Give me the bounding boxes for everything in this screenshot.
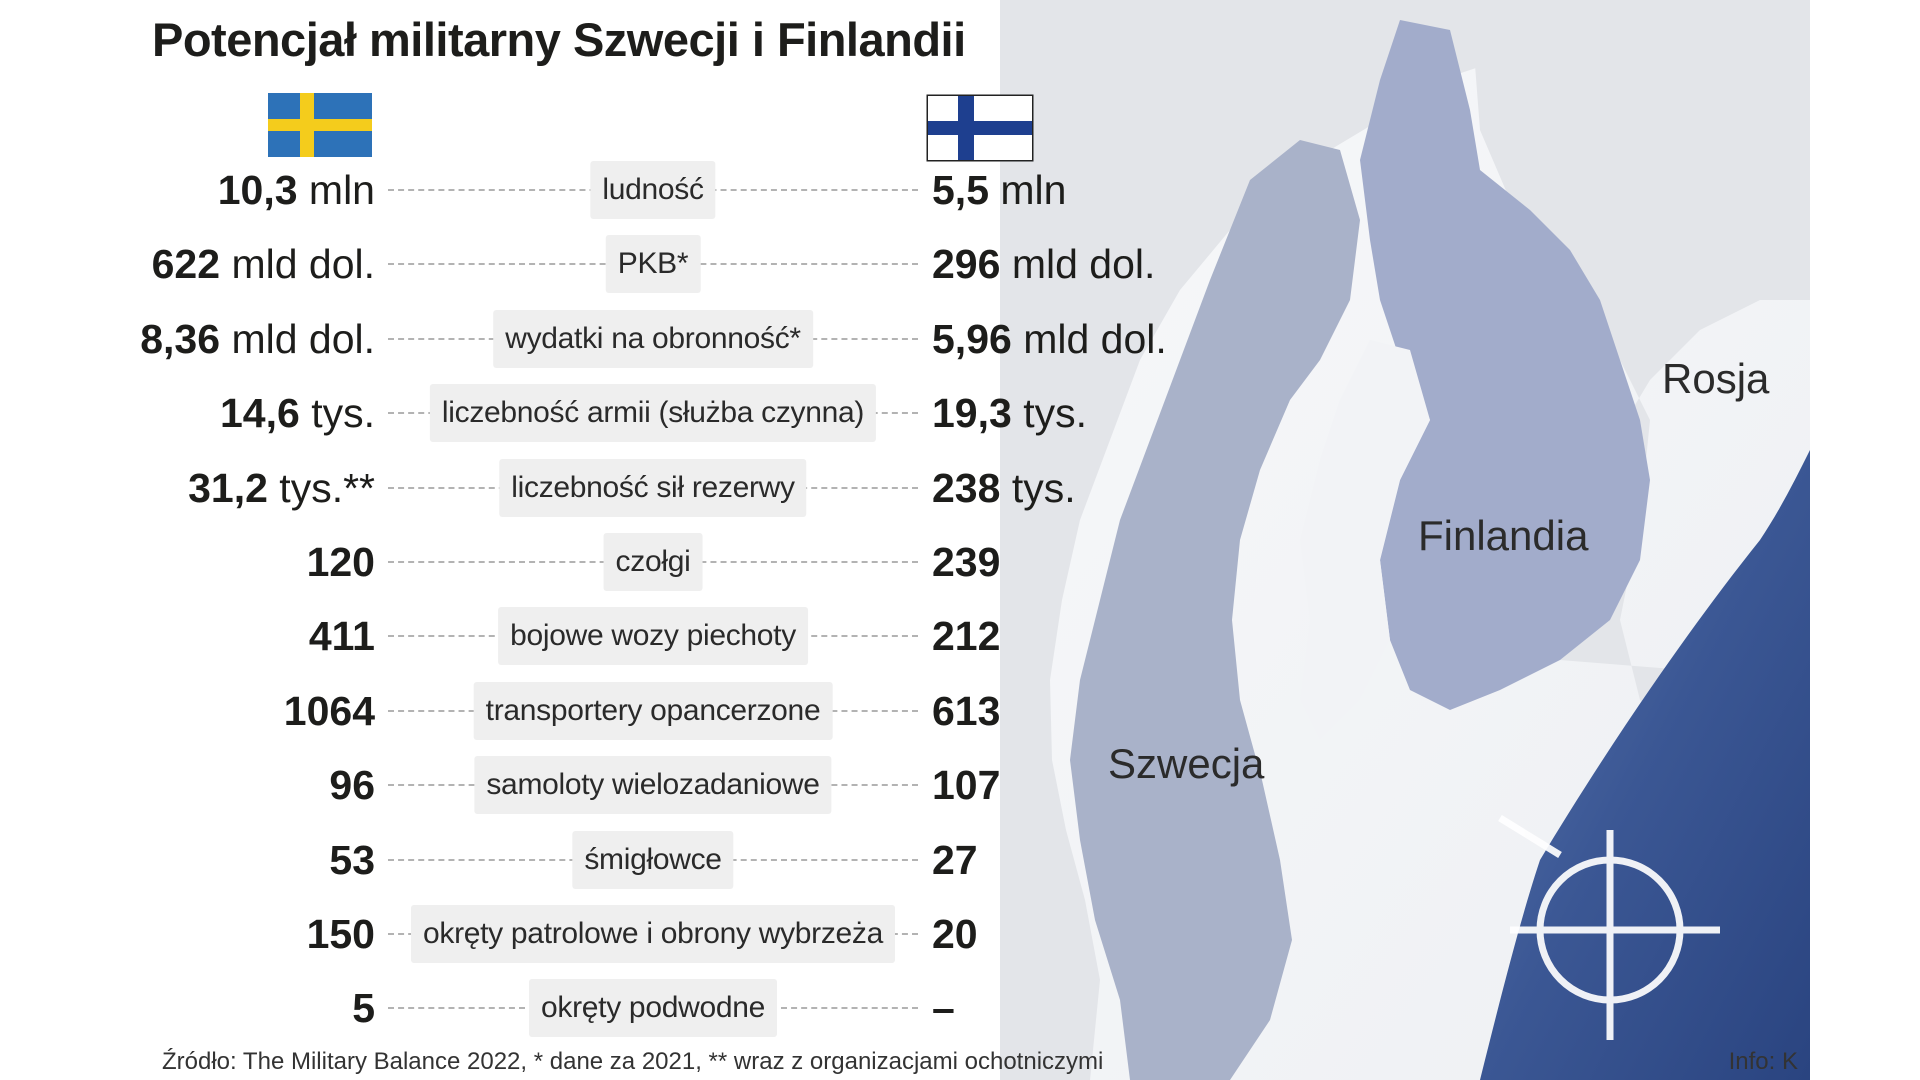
sweden-value: 411 xyxy=(309,609,375,663)
russia-land xyxy=(1470,0,1810,1080)
finland-value: 5,5 mln xyxy=(932,163,1066,217)
sweden-value: 14,6 tys. xyxy=(220,386,375,440)
sweden-value-number: 53 xyxy=(329,836,375,883)
flag-finland-icon xyxy=(928,96,1032,160)
credit-note: Info: K xyxy=(1728,1048,1798,1075)
chart-title: Potencjał militarny Szwecji i Finlandii xyxy=(152,13,966,66)
finland-value-unit: mld dol. xyxy=(1011,315,1167,362)
finland-value: 239 xyxy=(932,535,1000,589)
nato-compass-icon xyxy=(1498,815,1720,1040)
sweden-value-number: 150 xyxy=(306,911,375,957)
row-label: liczebność sił rezerwy xyxy=(499,458,807,517)
nato-flag-icon xyxy=(1480,450,1810,1080)
finland-value-number: 5,5 xyxy=(932,167,989,213)
table-row: okręty podwodne 5 – xyxy=(0,971,1200,1045)
table-row: śmigłowce 53 27 xyxy=(0,823,1200,897)
finland-value-unit: tys. xyxy=(1011,390,1087,437)
sweden-value-unit: mld dol. xyxy=(220,315,375,362)
table-row: samoloty wielozadaniowe 96 107 xyxy=(0,748,1200,822)
table-row: liczebność sił rezerwy 31,2 tys.** 238 tys… xyxy=(0,451,1200,525)
finland-value-number: 613 xyxy=(932,687,1001,734)
finland-value: – xyxy=(932,981,955,1035)
sweden-value-number: 8,36 xyxy=(140,315,221,362)
sweden-land xyxy=(1070,140,1360,1080)
table-row: wydatki na obronność* 8,36 mld dol. 5,96 m… xyxy=(0,302,1200,376)
finland-value-number: 239 xyxy=(932,539,1001,585)
table-row: liczebność armii (służba czynna) 14,6 tys… xyxy=(0,376,1200,450)
gulf-of-bothnia xyxy=(1300,340,1430,740)
finland-value-number: 296 xyxy=(932,241,1001,288)
finland-value-number: 5,96 xyxy=(932,315,1012,362)
finland-value: 212 xyxy=(932,609,1000,663)
row-label: PKB* xyxy=(605,235,701,294)
sweden-value-unit: tys.** xyxy=(267,464,375,511)
row-label: ludność xyxy=(590,161,716,219)
sweden-value-number: 1064 xyxy=(283,687,375,734)
sweden-value: 10,3 mln xyxy=(218,163,375,217)
sweden-value-unit: mln xyxy=(297,167,375,213)
row-label: śmigłowce xyxy=(572,830,734,889)
sweden-value-number: 14,6 xyxy=(220,390,300,437)
finland-value-number: 19,3 xyxy=(932,390,1012,437)
finland-value: 27 xyxy=(932,833,978,887)
norway-land xyxy=(1000,0,1560,1080)
table-row: PKB* 622 mld dol. 296 mld dol. xyxy=(0,227,1200,301)
source-note: Źródło: The Military Balance 2022, * dan… xyxy=(162,1048,1104,1075)
sweden-value-unit: mld dol. xyxy=(220,241,375,288)
sweden-value-number: 5 xyxy=(352,985,375,1032)
sweden-value: 150 xyxy=(307,907,375,961)
finland-value-unit: mln xyxy=(989,167,1067,213)
country-label-sweden: Szwecja xyxy=(1108,740,1265,787)
finland-value: 5,96 mld dol. xyxy=(932,312,1167,366)
sweden-value: 5 xyxy=(352,981,375,1035)
row-label: okręty patrolowe i obrony wybrzeża xyxy=(410,905,896,963)
finland-value: 296 mld dol. xyxy=(932,237,1155,291)
finland-value: 19,3 tys. xyxy=(932,386,1087,440)
sweden-value: 31,2 tys.** xyxy=(188,461,375,515)
sweden-value: 53 xyxy=(329,833,375,887)
row-label: czołgi xyxy=(603,533,703,591)
finland-value: 20 xyxy=(932,907,978,961)
table-row: transportery opancerzone 1064 613 xyxy=(0,674,1200,748)
row-label: wydatki na obronność* xyxy=(493,309,813,368)
sweden-value: 8,36 mld dol. xyxy=(140,312,375,366)
sweden-value-number: 622 xyxy=(151,241,221,288)
finland-value-number: 212 xyxy=(932,613,1001,660)
row-label: samoloty wielozadaniowe xyxy=(474,756,832,815)
sweden-value-number: 120 xyxy=(306,539,375,585)
finland-value: 613 xyxy=(932,684,1000,738)
row-label: transportery opancerzone xyxy=(473,681,833,740)
finland-value: 107 xyxy=(932,758,1000,812)
finland-value-number: 20 xyxy=(932,911,978,957)
table-row: czołgi 120 239 xyxy=(0,525,1200,599)
finland-land xyxy=(1360,20,1650,710)
sweden-value-unit: tys. xyxy=(299,390,375,437)
sweden-value: 120 xyxy=(307,535,375,589)
sweden-value: 1064 xyxy=(284,684,375,738)
sweden-value-number: 10,3 xyxy=(217,167,298,213)
finland-value-number: 107 xyxy=(932,762,1001,809)
sweden-value-number: 31,2 xyxy=(188,464,268,511)
row-label: okręty podwodne xyxy=(529,979,777,1038)
finland-value-number: – xyxy=(932,985,955,1032)
finland-value-number: 27 xyxy=(932,836,978,883)
finland-value-number: 238 xyxy=(932,464,1001,511)
table-row: bojowe wozy piechoty 411 212 xyxy=(0,599,1200,673)
country-label-finland: Finlandia xyxy=(1418,512,1589,559)
finland-value-unit: mld dol. xyxy=(1000,241,1156,288)
flag-sweden-icon xyxy=(268,93,372,157)
sweden-value: 622 mld dol. xyxy=(152,237,375,291)
row-label: liczebność armii (służba czynna) xyxy=(429,384,877,443)
sweden-value: 96 xyxy=(329,758,375,812)
finland-value-unit: tys. xyxy=(1000,464,1076,511)
sweden-value-number: 96 xyxy=(329,762,375,809)
table-row: ludność 10,3 mln 5,5 mln xyxy=(0,153,1200,227)
row-label: bojowe wozy piechoty xyxy=(498,607,808,666)
sweden-value-number: 411 xyxy=(308,613,375,660)
table-row: okręty patrolowe i obrony wybrzeża 150 20 xyxy=(0,897,1200,971)
finland-value: 238 tys. xyxy=(932,461,1076,515)
country-label-russia: Rosja xyxy=(1662,355,1770,402)
